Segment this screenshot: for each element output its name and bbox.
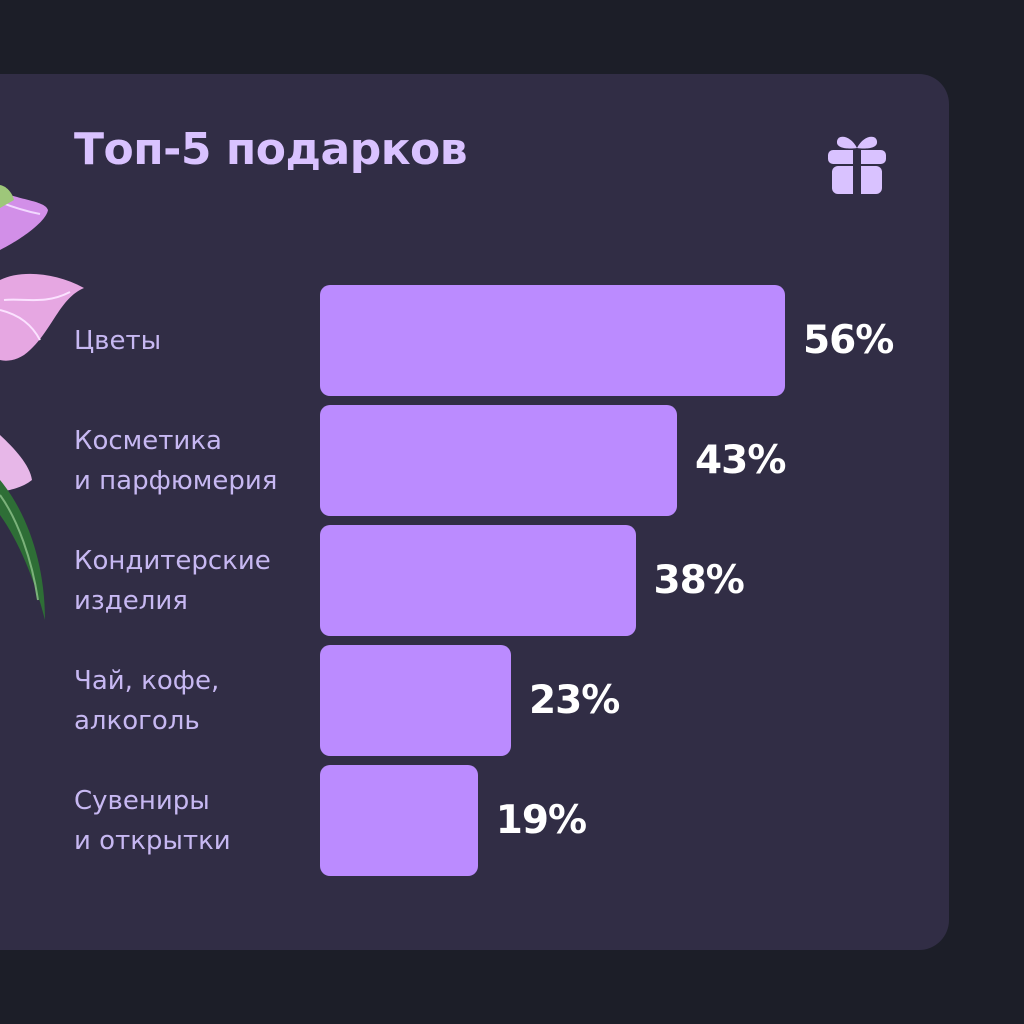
category-label: Цветы (74, 325, 162, 356)
value-label: 38% (653, 557, 745, 603)
bar (320, 285, 785, 396)
value-label: 19% (495, 797, 587, 843)
value-label: 43% (695, 437, 786, 483)
gift-icon (828, 136, 886, 194)
value-label: 56% (803, 317, 894, 363)
bar (320, 525, 636, 636)
value-label: 23% (528, 677, 620, 723)
chart-title: Топ-5 подарков (74, 124, 468, 175)
bar (320, 765, 478, 876)
category-label: Чай, кофе, алкоголь (74, 665, 220, 736)
category-label: Сувениры и открытки (74, 785, 231, 856)
category-label: Косметика и парфюмерия (74, 425, 278, 496)
bar (320, 645, 511, 756)
bar (320, 405, 678, 516)
flower-decoration (0, 185, 84, 620)
category-label: Кондитерские изделия (74, 545, 271, 616)
